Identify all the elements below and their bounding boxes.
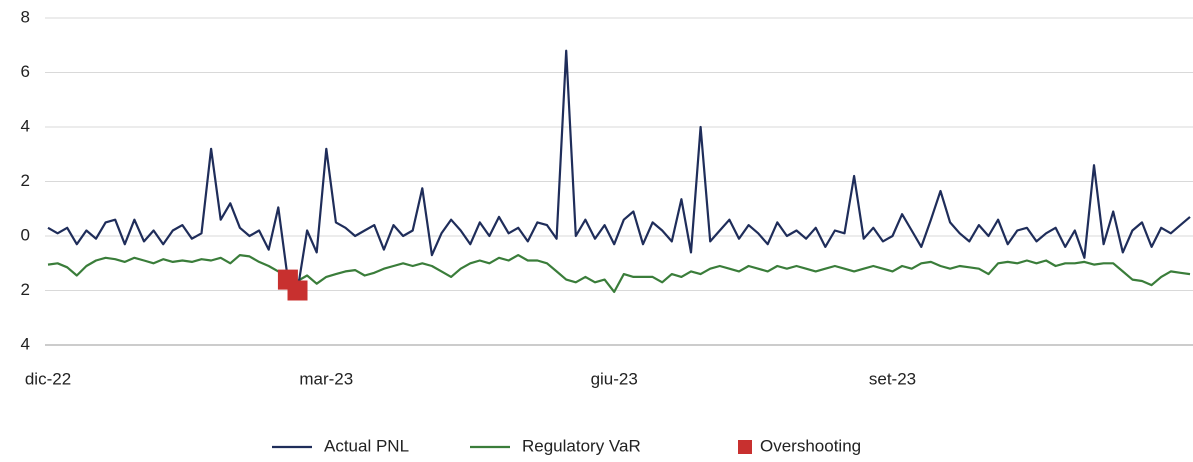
y-tick-label: 2 (21, 171, 30, 190)
y-tick-label: 0 (21, 225, 30, 244)
x-tick-label: mar-23 (299, 369, 353, 388)
y-tick-label: 6 (21, 62, 30, 81)
x-tick-label: giu-23 (591, 369, 638, 388)
series-line (47, 254, 1191, 293)
y-tick-label: 4 (21, 334, 30, 353)
legend-label: Actual PNL (324, 436, 409, 455)
y-tick-label: 2 (21, 280, 30, 299)
legend-swatch (738, 440, 752, 454)
y-tick-label: 8 (21, 7, 30, 26)
series-line (47, 49, 1191, 292)
overshoot-marker (287, 280, 308, 301)
legend-label: Overshooting (760, 436, 861, 455)
y-tick-label: 4 (21, 116, 30, 135)
x-tick-label: dic-22 (25, 369, 71, 388)
legend-label: Regulatory VaR (522, 436, 641, 455)
x-tick-label: set-23 (869, 369, 916, 388)
